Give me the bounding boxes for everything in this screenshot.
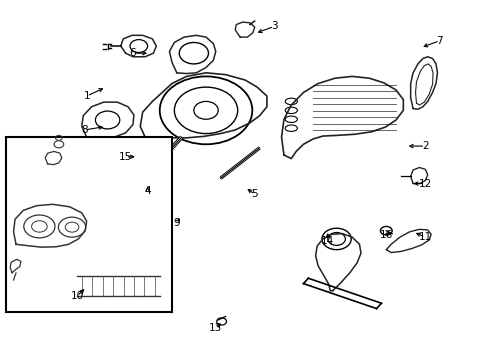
Text: 7: 7 [437, 36, 443, 46]
Text: 2: 2 [422, 141, 429, 151]
Text: 9: 9 [173, 218, 180, 228]
Text: 5: 5 [251, 189, 258, 199]
Text: 13: 13 [209, 323, 222, 333]
Bar [6, 137, 172, 312]
Text: 4: 4 [144, 186, 151, 196]
Text: 15: 15 [119, 152, 132, 162]
Text: 6: 6 [130, 48, 136, 58]
Text: 14: 14 [321, 236, 335, 246]
Text: 3: 3 [271, 21, 277, 31]
Text: 10: 10 [71, 291, 83, 301]
Text: 12: 12 [418, 179, 432, 189]
Text: 16: 16 [380, 230, 393, 240]
Text: 1: 1 [83, 91, 90, 101]
Text: 8: 8 [81, 125, 88, 135]
Text: 11: 11 [418, 232, 432, 242]
